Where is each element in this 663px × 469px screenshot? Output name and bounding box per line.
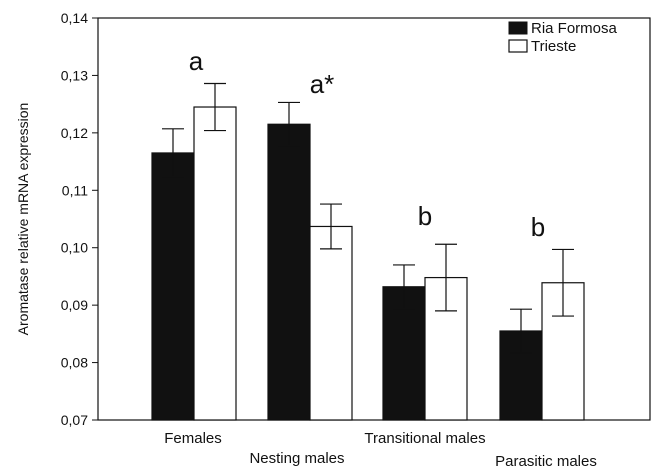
legend-swatch-trieste [508, 39, 528, 53]
y-tick-label: 0,10 [61, 240, 88, 256]
significance-label: b [531, 212, 545, 242]
significance-label: b [418, 201, 432, 231]
significance-label: a [189, 46, 204, 76]
legend: Ria Formosa Trieste [508, 20, 618, 55]
bar-trieste [309, 225, 353, 421]
x-axis-categories: Females Nesting males Transitional males Pa… [164, 430, 597, 469]
y-tick-label: 0,09 [61, 297, 88, 313]
category-label: Parasitic males [495, 453, 597, 469]
legend-swatch-ria-formosa [508, 21, 528, 35]
y-tick-label: 0,07 [61, 412, 88, 428]
significance-annotations: a a* b b [189, 46, 545, 242]
y-tick-label: 0,14 [61, 10, 88, 26]
y-tick-label: 0,12 [61, 125, 88, 141]
bar-ria-formosa [267, 123, 311, 421]
y-axis: 0,07 0,08 0,09 0,10 0,11 0,12 0,13 0,14 [61, 10, 98, 428]
category-label: Nesting males [249, 450, 344, 467]
category-label: Females [164, 430, 222, 447]
y-tick-label: 0,13 [61, 67, 88, 83]
significance-label: a* [310, 69, 335, 99]
y-tick-label: 0,08 [61, 355, 88, 371]
category-label: Transitional males [364, 430, 485, 447]
y-axis-label: Aromatase relative mRNA expression [15, 103, 31, 336]
bar-ria-formosa [151, 152, 195, 421]
legend-label-ria-formosa: Ria Formosa [531, 20, 618, 37]
bar-trieste [193, 106, 237, 421]
y-tick-label: 0,11 [62, 182, 88, 198]
plot-frame [97, 17, 651, 421]
bars-layer [151, 82, 585, 421]
legend-label-trieste: Trieste [531, 38, 576, 55]
